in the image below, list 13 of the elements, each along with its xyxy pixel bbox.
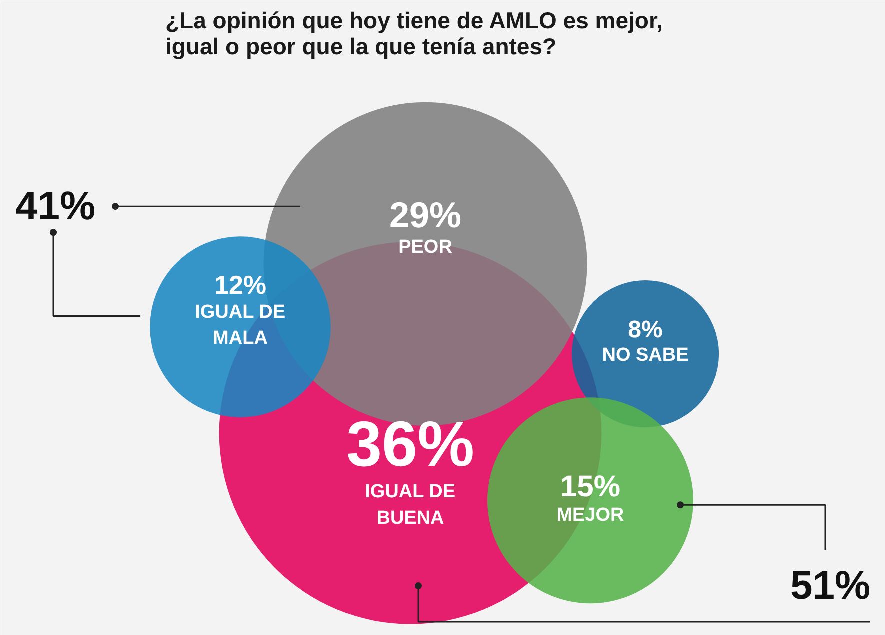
text: ¿La opinión que hoy tiene de AMLO es mejor, igual o peor que la que tenía antes? (166, 8, 664, 60)
category-label: NO SABE (602, 345, 689, 366)
data-label: 29% (389, 194, 462, 236)
category-label: IGUAL DE MALA (195, 302, 286, 350)
data-label: 8% (628, 316, 663, 344)
text: 51% (790, 564, 871, 608)
data-label: 15% (560, 470, 621, 504)
category-label: MEJOR (556, 505, 625, 526)
data-label: 36% (346, 408, 475, 480)
category-label: IGUAL DE BUENA (365, 482, 456, 529)
text: 41% (15, 184, 96, 229)
data-label: 12% (214, 270, 267, 300)
category-label: PEOR (398, 237, 453, 258)
